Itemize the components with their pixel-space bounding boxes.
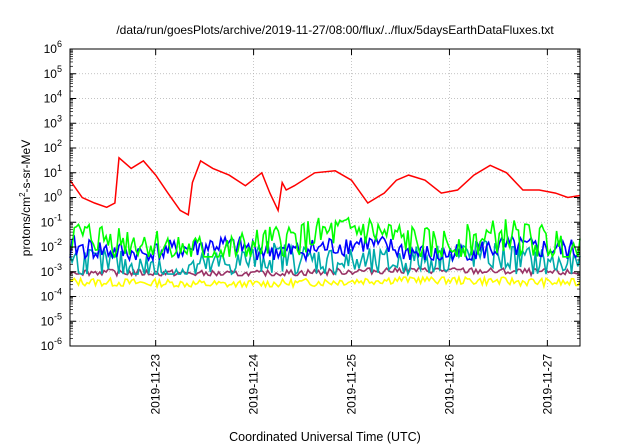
y-tick-label-exp: 3: [57, 113, 62, 123]
chart-title: /data/run/goesPlots/archive/2019-11-27/0…: [116, 23, 554, 37]
y-tick-label-exp: -1: [54, 212, 62, 222]
y-tick-label-base: 10: [41, 339, 55, 353]
y-tick-label: 10-2: [41, 237, 62, 254]
y-axis-label-sup: 2: [18, 192, 27, 197]
y-tick-label-exp: 6: [57, 39, 62, 49]
y-axis-label-rest: -s-sr-MeV: [19, 140, 33, 193]
flux-series-line: [69, 156, 581, 216]
y-tick-label: 10-6: [41, 336, 62, 353]
flux-series-line: [69, 239, 581, 277]
y-tick-label-base: 10: [41, 314, 55, 328]
y-tick-label: 105: [44, 64, 62, 81]
x-tick-label: 2019-11-23: [149, 354, 163, 415]
series-layer: [69, 156, 581, 290]
y-tick-label-exp: -4: [54, 287, 62, 297]
y-tick-label: 103: [44, 113, 62, 130]
y-axis-label-main: protons/cm: [19, 197, 33, 256]
y-tick-label-base: 10: [41, 240, 55, 254]
y-tick-label: 100: [44, 188, 62, 205]
y-tick-label-base: 10: [44, 92, 58, 106]
x-tick-label: 2019-11-25: [345, 354, 359, 415]
y-tick-label-base: 10: [44, 67, 58, 81]
y-tick-label: 10-5: [41, 311, 62, 328]
y-tick-label: 106: [44, 39, 62, 56]
flux-series-line: [69, 216, 581, 260]
y-tick-label-base: 10: [44, 141, 58, 155]
y-tick-label-exp: 2: [57, 138, 62, 148]
flux-series-line: [69, 274, 581, 290]
y-tick-label-exp: -2: [54, 237, 62, 247]
y-tick-label-exp: 1: [57, 163, 62, 173]
y-tick-label-exp: -3: [54, 262, 62, 272]
y-tick-label: 102: [44, 138, 62, 155]
x-ticks: 2019-11-23 2019-11-24 2019-11-25 2019-11-26…: [149, 49, 554, 415]
y-tick-label-exp: 5: [57, 64, 62, 74]
y-tick-label: 10-3: [41, 262, 62, 279]
y-tick-label-base: 10: [44, 42, 58, 56]
x-tick-label: 2019-11-27: [540, 354, 554, 415]
y-ticks: 10-610-510-410-310-210-11001011021031041…: [41, 39, 580, 353]
y-tick-label-base: 10: [44, 166, 58, 180]
y-axis-label: protons/cm2-s-sr-MeV: [18, 140, 33, 256]
y-tick-label-exp: 0: [57, 188, 62, 198]
x-tick-label: 2019-11-26: [442, 354, 456, 415]
y-tick-label: 101: [44, 163, 62, 180]
y-tick-label-base: 10: [41, 215, 55, 229]
y-tick-label-base: 10: [44, 116, 58, 130]
x-axis-label: Coordinated Universal Time (UTC): [229, 430, 421, 444]
y-tick-label: 10-4: [41, 287, 62, 304]
y-tick-label-exp: -6: [54, 336, 62, 346]
y-tick-label-exp: -5: [54, 311, 62, 321]
y-tick-label-base: 10: [41, 265, 55, 279]
y-tick-label: 104: [44, 89, 62, 106]
y-tick-label-exp: 4: [57, 89, 62, 99]
y-tick-label-base: 10: [41, 290, 55, 304]
y-tick-label: 10-1: [41, 212, 62, 229]
x-tick-label: 2019-11-24: [247, 354, 261, 415]
y-tick-label-base: 10: [44, 191, 58, 205]
